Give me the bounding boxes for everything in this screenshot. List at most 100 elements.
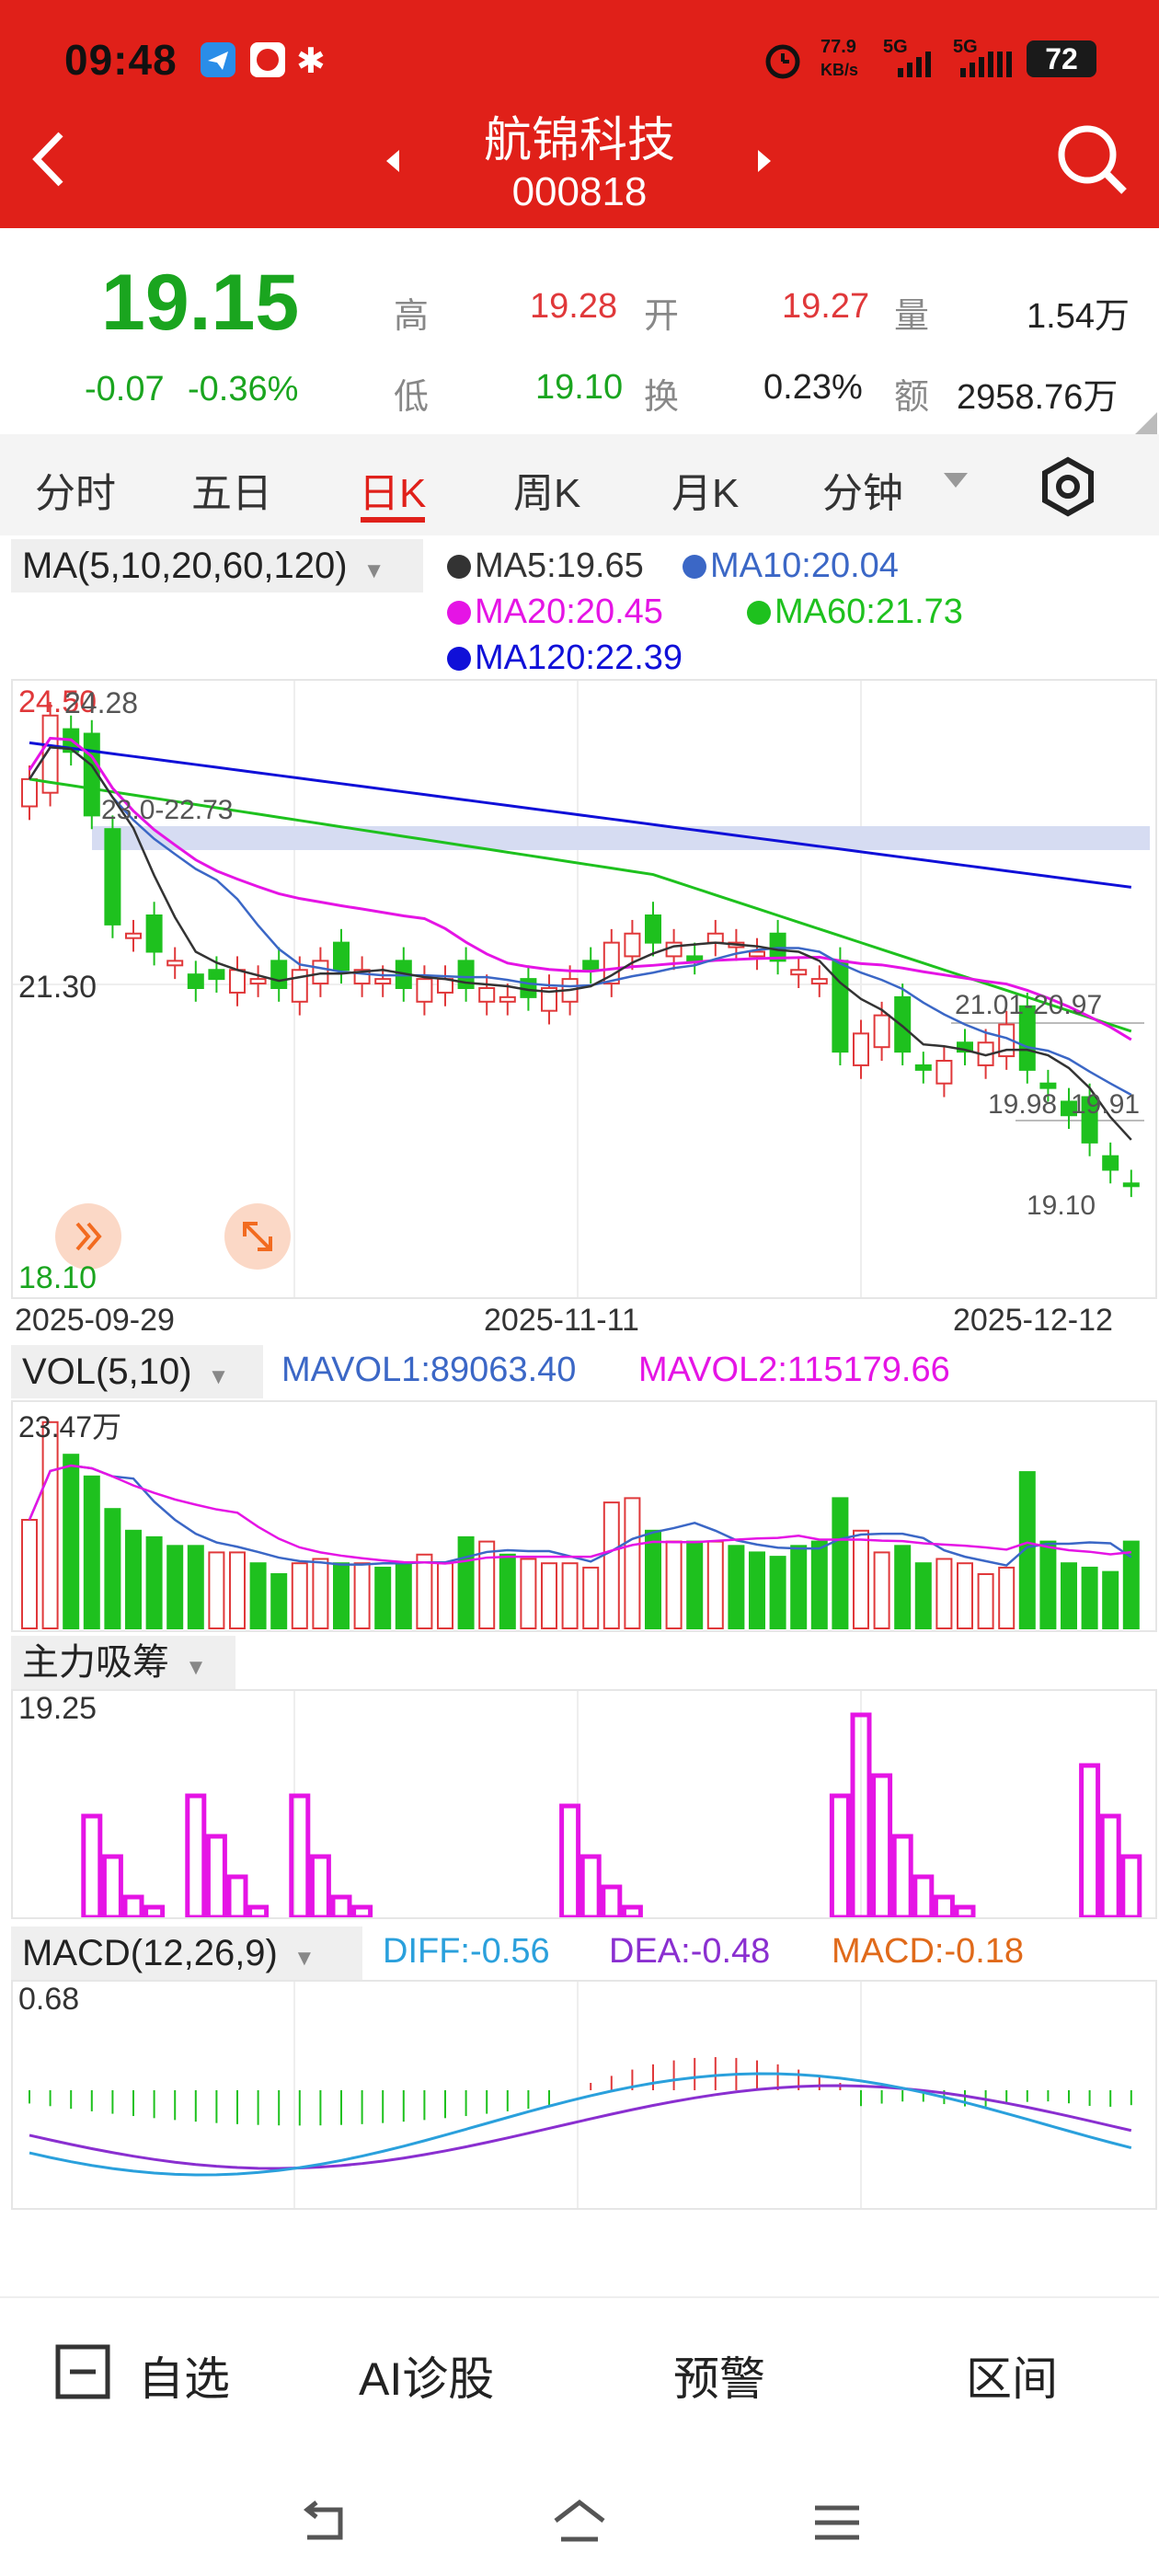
zljc-bar xyxy=(933,1894,955,1917)
ma-indicator-selector[interactable]: MA(5,10,20,60,120) ▼ xyxy=(11,539,423,592)
alert-button[interactable]: 预警 xyxy=(673,2353,765,2405)
search-icon[interactable] xyxy=(1056,123,1130,201)
volume-chart-panel[interactable]: 23.47万 xyxy=(11,1400,1157,1632)
volume-bar xyxy=(769,1556,786,1629)
macd-chart-panel[interactable]: 0.68 xyxy=(11,1980,1157,2210)
tab-weekly-k[interactable]: 周K xyxy=(513,471,581,516)
volume-bar xyxy=(104,1508,121,1629)
x-date-start: 2025-09-29 xyxy=(15,1303,175,1338)
zljc-indicator-selector[interactable]: 主力吸筹 ▼ xyxy=(11,1636,235,1689)
volume-bar xyxy=(832,1497,849,1630)
ma20-value: MA20:20.45 xyxy=(475,592,663,631)
signal-5g-label-2: 5G xyxy=(953,37,978,57)
chevron-down-icon: ▼ xyxy=(362,558,385,583)
tab-five-day[interactable]: 五日 xyxy=(191,471,272,516)
double-chevron-right-icon[interactable] xyxy=(55,1203,121,1270)
candle-body xyxy=(249,978,267,985)
volume-bar xyxy=(914,1562,932,1629)
system-back-icon[interactable] xyxy=(296,2495,351,2550)
kline-chart-panel[interactable]: 24.50 24.28 23.0-22.73 21.30 21.01-20.97… xyxy=(11,679,1157,1299)
zljc-bar xyxy=(205,1834,227,1917)
candle-body xyxy=(1081,1096,1098,1144)
high-annotation: 24.28 xyxy=(64,686,139,719)
volume-value: 1.54万 xyxy=(1027,297,1130,336)
candle-body xyxy=(790,969,808,976)
tab-daily-k[interactable]: 日K xyxy=(359,471,427,516)
macd-indicator-selector[interactable]: MACD(12,26,9) ▼ xyxy=(11,1926,362,1980)
tab-timeshare[interactable]: 分时 xyxy=(35,471,116,516)
volume-bar xyxy=(1122,1540,1140,1630)
candle-body xyxy=(832,960,849,1053)
ma60-line xyxy=(29,777,1132,1033)
divider xyxy=(0,2296,1159,2298)
battery-indicator: 72 xyxy=(1027,40,1096,77)
zljc-bar xyxy=(289,1793,311,1917)
active-tab-indicator xyxy=(361,517,425,523)
chart-settings-icon[interactable] xyxy=(1036,454,1100,523)
y-low-label: 18.10 xyxy=(18,1260,98,1295)
ma5-line xyxy=(28,746,1132,1141)
amount-value: 2958.76万 xyxy=(957,378,1119,417)
prev-stock-icon[interactable] xyxy=(383,147,405,179)
volume-bar xyxy=(790,1545,808,1630)
watchlist-minus-icon[interactable] xyxy=(55,2344,110,2404)
dea-line xyxy=(29,2084,1132,2170)
expand-corner-icon[interactable] xyxy=(1131,410,1159,443)
zljc-bar xyxy=(101,1854,123,1917)
candle-body xyxy=(270,960,288,989)
candle-body xyxy=(749,950,765,958)
volume-bar xyxy=(602,1501,620,1630)
zljc-bar xyxy=(559,1803,581,1917)
volume-bar xyxy=(645,1529,661,1629)
amount-label: 额 xyxy=(894,378,930,417)
volume-bar xyxy=(478,1540,496,1630)
candle-body xyxy=(582,960,600,972)
ma120-dot-icon xyxy=(447,647,471,671)
mavol1-value: MAVOL1:89063.40 xyxy=(281,1351,577,1389)
x-date-mid: 2025-11-11 xyxy=(484,1303,639,1338)
volume-bar xyxy=(520,1558,537,1629)
candle-body xyxy=(208,969,225,981)
system-menu-icon[interactable] xyxy=(809,2495,865,2550)
zljc-bar xyxy=(351,1904,373,1917)
chevron-down-icon[interactable] xyxy=(942,471,970,494)
app-notification-icon xyxy=(250,42,285,77)
range-button[interactable]: 区间 xyxy=(966,2353,1058,2405)
macd-selector-label: MACD(12,26,9) xyxy=(22,1933,278,1973)
watchlist-button[interactable]: 自选 xyxy=(138,2353,230,2405)
vol-indicator-selector[interactable]: VOL(5,10) ▼ xyxy=(11,1345,263,1398)
ma10-dot-icon xyxy=(683,555,706,579)
candle-body xyxy=(21,777,38,808)
x-date-end: 2025-12-12 xyxy=(953,1303,1113,1338)
diff-line xyxy=(29,2072,1132,2177)
candle-body xyxy=(894,995,912,1053)
volume-bar xyxy=(457,1535,475,1630)
ma10-value: MA10:20.04 xyxy=(710,546,899,585)
alarm-icon xyxy=(760,37,806,87)
top-header xyxy=(0,0,1159,228)
zljc-selector-label: 主力吸筹 xyxy=(22,1642,169,1683)
ma5-dot-icon xyxy=(447,555,471,579)
volume-bar xyxy=(706,1540,724,1630)
zljc-chart-svg xyxy=(81,1691,1142,1917)
expand-arrows-icon[interactable] xyxy=(224,1203,291,1270)
volume-bar xyxy=(21,1519,38,1629)
macd-macd-value: MACD:-0.18 xyxy=(832,1932,1025,1971)
next-stock-icon[interactable] xyxy=(752,147,775,179)
back-arrow-icon[interactable] xyxy=(26,127,72,196)
volume-chart-svg xyxy=(21,1420,1140,1630)
tab-minute[interactable]: 分钟 xyxy=(822,471,903,516)
zljc-chart-panel[interactable]: 19.25 xyxy=(11,1689,1157,1919)
open-label: 开 xyxy=(644,297,680,336)
volume-bar xyxy=(686,1540,704,1630)
volume-bar xyxy=(1102,1570,1119,1629)
y-mid-label: 21.30 xyxy=(18,970,98,1005)
ma-selector-label: MA(5,10,20,60,120) xyxy=(22,546,348,586)
price-annotation-2: 19.91 xyxy=(1071,1089,1141,1120)
system-home-icon[interactable] xyxy=(550,2495,605,2550)
mavol2-value: MAVOL2:115179.66 xyxy=(638,1351,950,1389)
macd-max-label: 0.68 xyxy=(18,1982,80,2017)
tab-monthly-k[interactable]: 月K xyxy=(671,471,740,516)
candle-body xyxy=(125,932,142,939)
ai-diagnosis-button[interactable]: AI诊股 xyxy=(359,2353,495,2405)
